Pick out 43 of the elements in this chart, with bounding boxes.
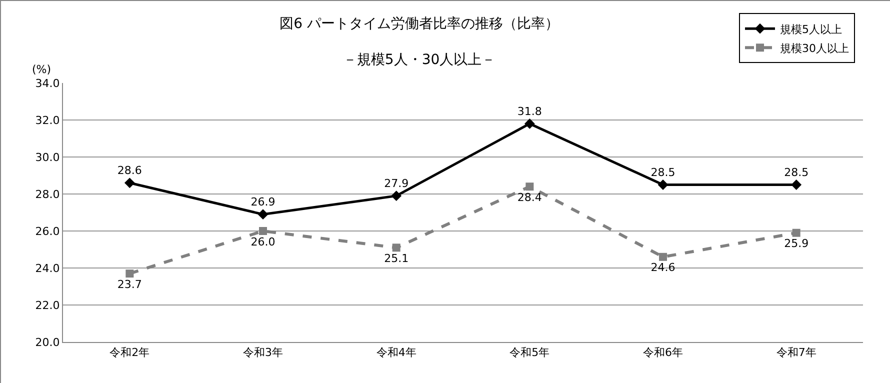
point [659, 252, 667, 261]
point [391, 190, 402, 202]
y-tick-label: 26.0 [35, 224, 60, 238]
point [258, 209, 268, 220]
y-tick-label: 34.0 [35, 76, 60, 90]
chart-subtitle: －規模5人・30人以上－ [342, 52, 496, 68]
point [658, 180, 668, 190]
point [259, 227, 267, 235]
data-label: 28.4 [517, 190, 542, 204]
data-label: 26.0 [250, 235, 276, 248]
x-tick-label: 令和6年 [643, 346, 683, 360]
y-tick-label: 30.0 [35, 150, 60, 164]
x-tick-label: 令和2年 [110, 346, 150, 360]
data-label: 23.7 [117, 278, 142, 291]
point [392, 244, 400, 252]
data-label: 28.5 [784, 166, 809, 179]
point [791, 180, 802, 190]
legend-label: 規模30人以上 [780, 42, 849, 55]
x-tick-label: 令和7年 [776, 346, 816, 360]
y-axis-title: (%) [32, 63, 52, 76]
y-tick-label: 22.0 [35, 298, 60, 312]
y-tick-label: 20.0 [35, 336, 60, 349]
data-label: 25.1 [384, 252, 409, 265]
y-tick-label: 32.0 [35, 114, 60, 127]
data-label: 26.9 [250, 196, 276, 209]
x-tick-label: 令和3年 [243, 346, 283, 360]
point [126, 270, 134, 278]
point [124, 178, 135, 188]
point [792, 228, 800, 237]
data-label: 31.8 [517, 104, 542, 118]
chart-title: 図6 パートタイム労働者比率の推移（比率） [280, 16, 559, 32]
data-label: 28.6 [117, 164, 142, 178]
data-label: 24.6 [650, 261, 676, 274]
data-label: 25.9 [784, 237, 809, 250]
point [524, 118, 535, 129]
legend-label: 規模5人以上 [780, 22, 842, 36]
x-tick-label: 令和5年 [510, 346, 550, 360]
x-tick-label: 令和4年 [376, 346, 416, 360]
y-tick-label: 24.0 [35, 262, 60, 275]
data-label: 28.5 [650, 166, 676, 179]
data-label: 27.9 [384, 177, 409, 190]
y-tick-label: 28.0 [35, 188, 60, 201]
point [526, 182, 534, 191]
